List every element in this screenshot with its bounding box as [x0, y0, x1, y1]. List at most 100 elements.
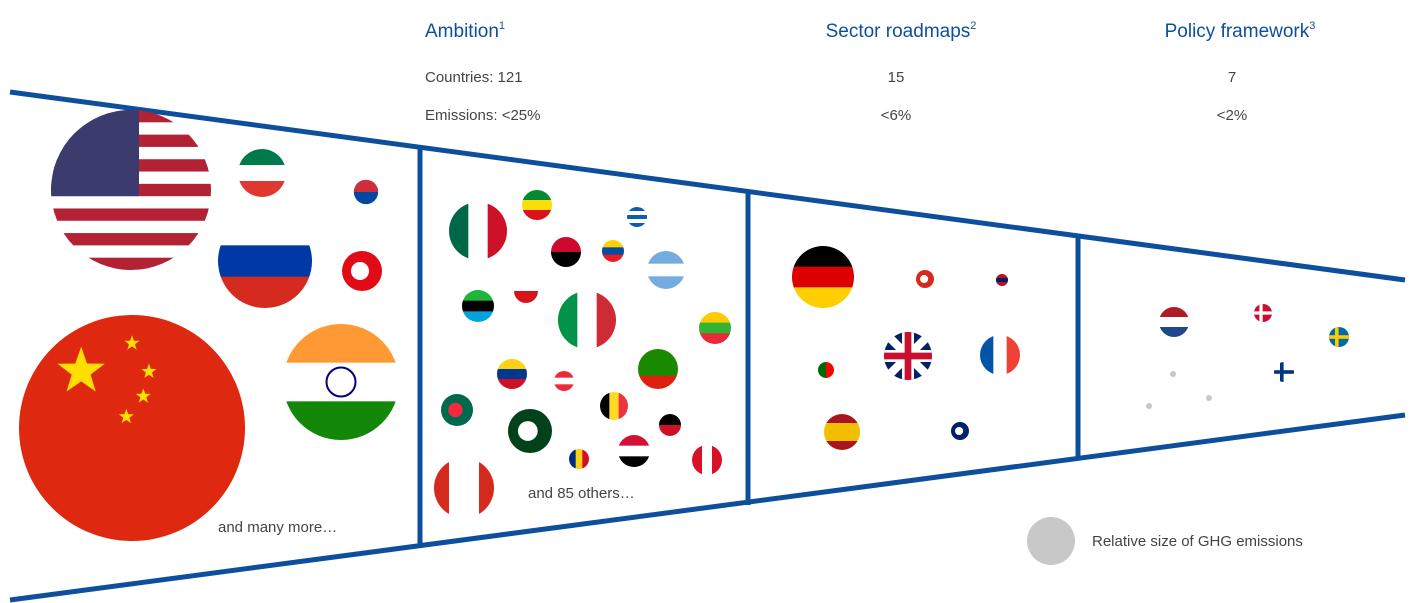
- small-emitter: [1146, 403, 1152, 409]
- flag-part: [462, 311, 494, 322]
- flag-part: [51, 233, 211, 246]
- flag-part: [514, 291, 538, 303]
- flag-part: [602, 254, 624, 262]
- funnel-bottom: [9, 412, 1406, 603]
- flag-part: [996, 282, 1008, 286]
- flag: [554, 371, 574, 391]
- flag-part: [462, 290, 494, 302]
- flag-part: [514, 279, 538, 292]
- flag-part: [996, 274, 1008, 279]
- flag-part: [57, 346, 105, 392]
- flag-part: [824, 414, 860, 424]
- flag: [692, 445, 722, 475]
- flag-part: [479, 458, 494, 518]
- flag-part: [118, 408, 134, 424]
- flag-part: [993, 335, 1008, 375]
- flag: [627, 207, 647, 227]
- flag-part: [51, 208, 211, 222]
- flag-part: [826, 362, 834, 378]
- row-label: Emissions:: [425, 107, 498, 124]
- flag: [600, 392, 628, 420]
- row-text: Countries: 121: [425, 69, 523, 86]
- flag: [462, 290, 494, 322]
- flag: [824, 414, 860, 450]
- flag-part: [51, 257, 211, 270]
- flag-part: [449, 458, 465, 518]
- flag-part: [325, 366, 357, 398]
- flag-part: [627, 219, 647, 224]
- flag-part: [51, 220, 211, 234]
- flag: [1274, 362, 1294, 382]
- flag-part: [449, 202, 469, 260]
- flag-part: [283, 324, 399, 364]
- count: 121: [498, 69, 523, 86]
- flag-part: [1159, 317, 1189, 328]
- row-text: Emissions: <25%: [425, 107, 541, 124]
- flag: [508, 409, 552, 453]
- footnote-mark: 2: [970, 20, 976, 32]
- flag-part: [638, 362, 678, 377]
- flag-part: [618, 456, 650, 467]
- emissions: <2%: [1217, 107, 1247, 124]
- flag: [659, 414, 681, 436]
- flag-part: [638, 375, 678, 389]
- flag-part: [980, 335, 994, 375]
- flag: [792, 246, 854, 308]
- flag-part: [135, 388, 151, 403]
- flag-part: [618, 392, 628, 420]
- emissions: <6%: [881, 107, 911, 124]
- note: and many more…: [218, 519, 337, 536]
- flag-part: [824, 441, 860, 450]
- flag: [434, 458, 494, 518]
- flag: [449, 202, 507, 260]
- flag-part: [647, 276, 685, 289]
- flag-part: [596, 291, 616, 349]
- flag-part: [699, 312, 731, 324]
- flag-part: [283, 362, 399, 402]
- flag-part: [569, 449, 577, 469]
- flag: [497, 359, 527, 389]
- flag-part: [600, 392, 610, 420]
- flag-part: [554, 371, 574, 379]
- flag-part: [1335, 327, 1339, 347]
- flag-part: [464, 458, 480, 518]
- flag-part: [554, 384, 574, 391]
- flag: [996, 274, 1008, 286]
- flag-part: [699, 322, 731, 334]
- small-emitter: [1206, 395, 1212, 401]
- flag-part: [792, 287, 854, 308]
- flag-part: [522, 190, 552, 201]
- flag-part: [1006, 335, 1020, 375]
- flag: [522, 190, 552, 220]
- flag-part: [627, 207, 647, 212]
- title-text: Policy framework: [1165, 21, 1310, 42]
- flag-part: [920, 274, 929, 284]
- flag: [1329, 327, 1349, 347]
- flag: [283, 324, 399, 440]
- flag: [818, 362, 834, 378]
- flag: [441, 394, 473, 426]
- title-text: Ambition: [425, 21, 499, 42]
- flag-part: [699, 333, 731, 344]
- flag-part: [712, 445, 722, 475]
- flag-part: [522, 200, 552, 211]
- footnote-mark: 1: [499, 20, 505, 32]
- flag-part: [602, 247, 624, 256]
- flag-part: [497, 369, 527, 380]
- flag: [569, 449, 589, 469]
- flag-part: [627, 211, 647, 216]
- flag-part: [627, 215, 647, 220]
- funnel-top: [9, 89, 1406, 283]
- flag-part: [1274, 370, 1294, 374]
- flag: [884, 332, 932, 380]
- flag-part: [702, 445, 713, 475]
- flag-part: [824, 423, 860, 433]
- flag-part: [1159, 327, 1189, 337]
- flag-part: [692, 445, 703, 475]
- flag-part: [238, 149, 286, 166]
- flag-part: [283, 401, 399, 440]
- flag-part: [824, 432, 860, 442]
- flag-part: [238, 181, 286, 197]
- flag-part: [218, 214, 312, 246]
- flag-part: [1259, 304, 1263, 322]
